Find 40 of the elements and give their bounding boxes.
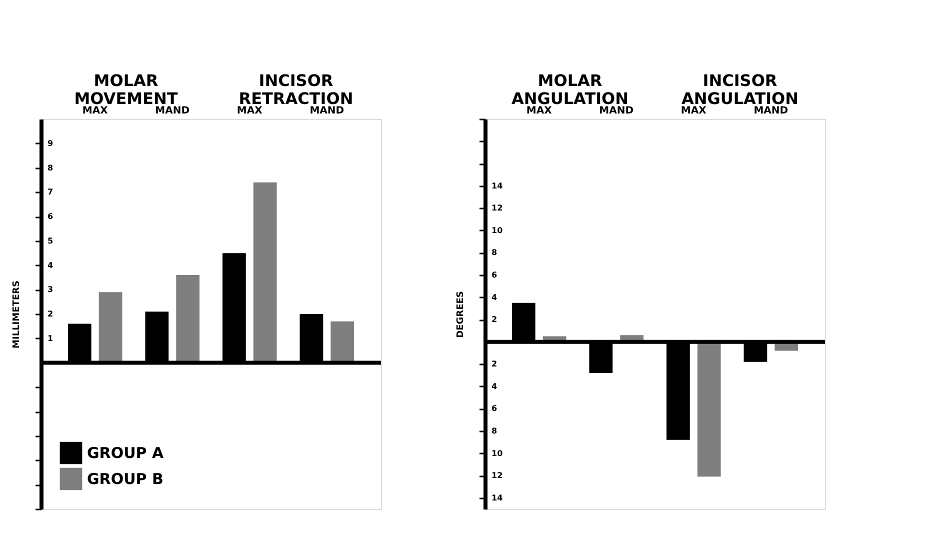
y-tick-label: 7	[48, 188, 54, 197]
y-tick-label: 12	[492, 471, 503, 480]
y-axis-title: DEGREES	[456, 291, 466, 338]
y-tick-label: 10	[492, 226, 504, 235]
y-tick-label: 14	[492, 493, 504, 502]
bar	[176, 275, 200, 363]
y-axis-title: MILLIMETERS	[12, 280, 22, 348]
legend-label: GROUP A	[87, 444, 164, 462]
x-tick-label: MAND	[155, 106, 190, 116]
y-tick-label: 8	[492, 248, 498, 258]
y-tick-label: 8	[48, 163, 54, 172]
bar	[330, 321, 354, 363]
x-tick-label: MAX	[236, 106, 263, 116]
legend-label: GROUP B	[87, 470, 164, 488]
x-tick-label: MAND	[310, 106, 344, 116]
y-tick-label: 4	[48, 260, 54, 270]
y-tick-label: 12	[492, 204, 503, 213]
y-tick-label: 9	[48, 138, 54, 148]
x-tick-label: MAX	[680, 106, 707, 116]
y-tick-label: 1	[48, 334, 54, 343]
x-tick-label: MAND	[599, 106, 634, 116]
y-tick-label: 5	[48, 236, 54, 246]
y-tick-label: 6	[492, 404, 498, 414]
y-tick-label: 6	[492, 270, 498, 280]
y-tick-label: 4	[492, 292, 498, 302]
y-tick-label: 4	[492, 382, 498, 391]
x-tick-label: MAX	[526, 106, 552, 116]
y-tick-label: 6	[48, 212, 54, 221]
bar	[98, 292, 122, 363]
x-tick-label: MAND	[754, 106, 788, 116]
x-tick-label: MAX	[82, 106, 108, 116]
y-tick-label: 10	[492, 448, 504, 458]
bar	[697, 342, 721, 477]
y-tick-label: 3	[48, 285, 54, 294]
y-tick-label: 2	[492, 360, 498, 369]
y-tick-label: 8	[492, 426, 498, 436]
bar	[253, 182, 277, 363]
y-tick-label: 14	[492, 181, 504, 190]
y-tick-label: 2	[48, 310, 54, 318]
y-tick-label: 2	[492, 315, 498, 324]
